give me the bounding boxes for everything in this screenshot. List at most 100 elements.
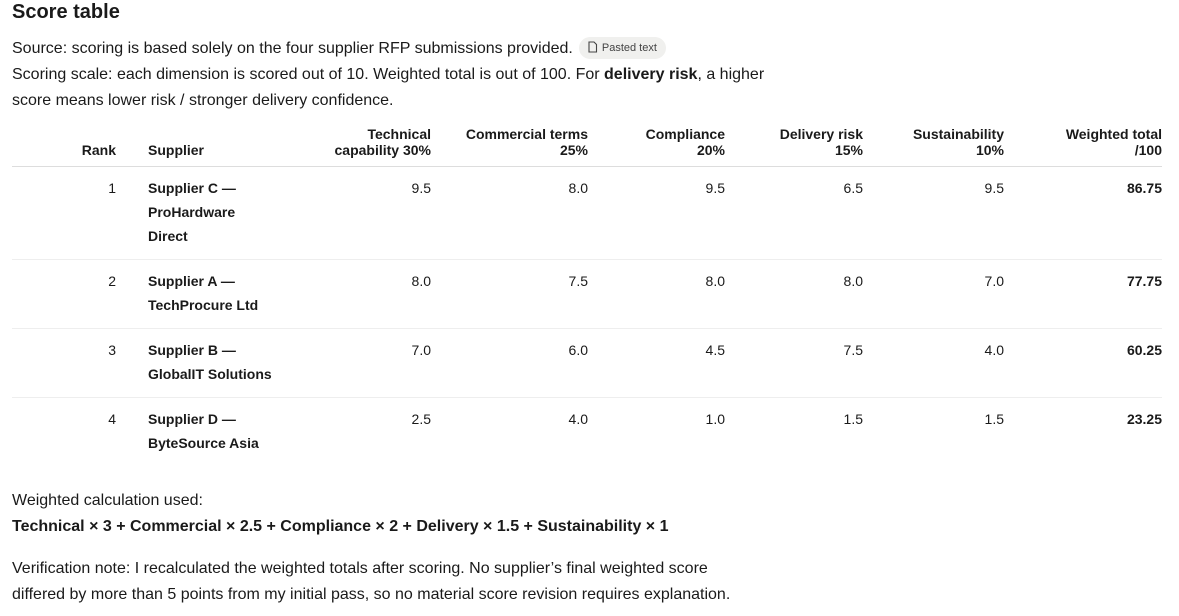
cell-text: 4.5 [705,342,725,358]
scale-text: Scoring scale: each dimension is scored … [12,66,605,83]
cell-text: 8.0 [411,273,431,289]
cell-text: 3 [108,342,116,358]
cell-text: 60.25 [1126,342,1162,358]
supplier-cell: Supplier B — GlobalIT Solutions [116,328,286,398]
header-text: Commercial terms 25% [465,126,588,158]
cell-text: 9.5 [984,180,1004,196]
scale-emphasis: delivery risk [604,66,698,83]
score-cell: 8.0 [725,259,863,329]
file-icon [588,41,597,53]
column-header: Compliance 20% [588,122,725,167]
score-cell: 9.5 [588,166,725,260]
table-row: 1 Supplier C — ProHardware Direct 9.5 8.0 9.… [12,166,1162,260]
cell-text: 7.5 [568,273,588,289]
total-cell: 77.75 [1004,259,1162,329]
score-cell: 7.0 [863,259,1004,329]
header-text: Supplier [148,142,205,158]
table-row: 4 Supplier D — ByteSource Asia 2.5 4.0 1.0 1.… [12,398,1162,467]
rank-cell: 1 [12,166,116,260]
cell-text: 8.0 [568,180,588,196]
score-cell: 4.5 [588,328,725,398]
score-cell: 6.5 [725,166,863,260]
cell-text: 7.5 [843,342,863,358]
column-header: Rank [12,122,116,167]
cell-text: Supplier C — ProHardware Direct [148,180,236,244]
header-text: Sustainability 10% [912,126,1004,158]
cell-text: 4.0 [984,342,1004,358]
score-cell: 9.5 [863,166,1004,260]
cell-text: 8.0 [843,273,863,289]
cell-text: 23.25 [1126,411,1162,427]
score-cell: 6.0 [431,328,588,398]
title: Score table [12,1,120,23]
calculation: Weighted calculation used: Technical × 3… [12,488,668,540]
cell-text: Supplier D — ByteSource Asia [148,411,259,451]
cell-text: 2.5 [411,411,431,427]
attachment-label: Pasted text [601,42,657,54]
score-cell: 9.5 [286,166,431,260]
column-header: Commercial terms 25% [431,122,588,167]
supplier-cell: Supplier D — ByteSource Asia [116,398,286,467]
header-row: Rank Supplier Technical capability 30% Comm… [12,122,1162,167]
intro: Source: scoring is based solely on the f… [12,36,792,114]
cell-text: 1.5 [843,411,863,427]
score-cell: 7.0 [286,328,431,398]
header-text: Weighted total /100 [1065,126,1162,158]
header-text: Technical capability 30% [334,126,432,158]
rank-cell: 4 [12,398,116,467]
supplier-cell: Supplier A — TechProcure Ltd [116,259,286,329]
score-cell: 8.0 [286,259,431,329]
cell-text: 1 [108,180,116,196]
cell-text: Supplier A — TechProcure Ltd [148,273,259,313]
column-header: Sustainability 10% [863,122,1004,167]
cell-text: 9.5 [411,180,431,196]
cell-text: 6.0 [568,342,588,358]
verification-note: Verification note: I recalculated the we… [12,560,731,603]
cell-text: Supplier B — GlobalIT Solutions [148,342,272,382]
score-cell: 7.5 [431,259,588,329]
column-header: Supplier [116,122,286,167]
column-header: Delivery risk 15% [725,122,863,167]
score-cell: 8.0 [431,166,588,260]
rank-cell: 3 [12,328,116,398]
table-row: 2 Supplier A — TechProcure Ltd 8.0 7.5 8.0 8.… [12,259,1162,329]
score-cell: 1.5 [725,398,863,467]
cell-text: 4.0 [568,411,588,427]
table-row: 3 Supplier B — GlobalIT Solutions 7.0 6.0 4.… [12,328,1162,398]
score-cell: 1.0 [588,398,725,467]
cell-text: 7.0 [411,342,431,358]
cell-text: 1.5 [984,411,1004,427]
score-cell: 4.0 [863,328,1004,398]
source-line: Source: scoring is based solely on the f… [12,36,792,62]
scale-note: Scoring scale: each dimension is scored … [12,62,782,114]
cell-text: 4 [108,411,116,427]
score-cell: 2.5 [286,398,431,467]
total-cell: 60.25 [1004,328,1162,398]
scale-text: , a higher score means lower risk / stro… [12,66,765,109]
source: Source: scoring is based solely on the f… [12,40,573,57]
cell-text: 8.0 [705,273,725,289]
total-cell: 86.75 [1004,166,1162,260]
cell-text: 7.0 [984,273,1004,289]
cell-text: 1.0 [705,411,725,427]
score-table: Rank Supplier Technical capability 30% Comm… [12,122,1162,466]
cell-text: 86.75 [1126,180,1162,196]
cell-text: 2 [108,273,116,289]
supplier-cell: Supplier C — ProHardware Direct [116,166,286,260]
cell-text: 6.5 [843,180,863,196]
table-body: 1 Supplier C — ProHardware Direct 9.5 8.0 9.… [12,166,1162,467]
header-text: Rank [81,142,116,158]
attachment-chip[interactable]: Pasted text [578,37,666,59]
rank-cell: 2 [12,259,116,329]
formula: Technical × 3 + Commercial × 2.5 + Compl… [12,518,669,535]
header-text: Compliance 20% [645,126,725,158]
calculation-label: Weighted calculation used: [12,492,203,509]
header-text: Delivery risk 15% [779,126,863,158]
score-cell: 1.5 [863,398,1004,467]
column-header: Technical capability 30% [286,122,431,167]
score-cell: 4.0 [431,398,588,467]
score-cell: 8.0 [588,259,725,329]
column-header: Weighted total /100 [1004,122,1162,167]
cell-text: 9.5 [705,180,725,196]
